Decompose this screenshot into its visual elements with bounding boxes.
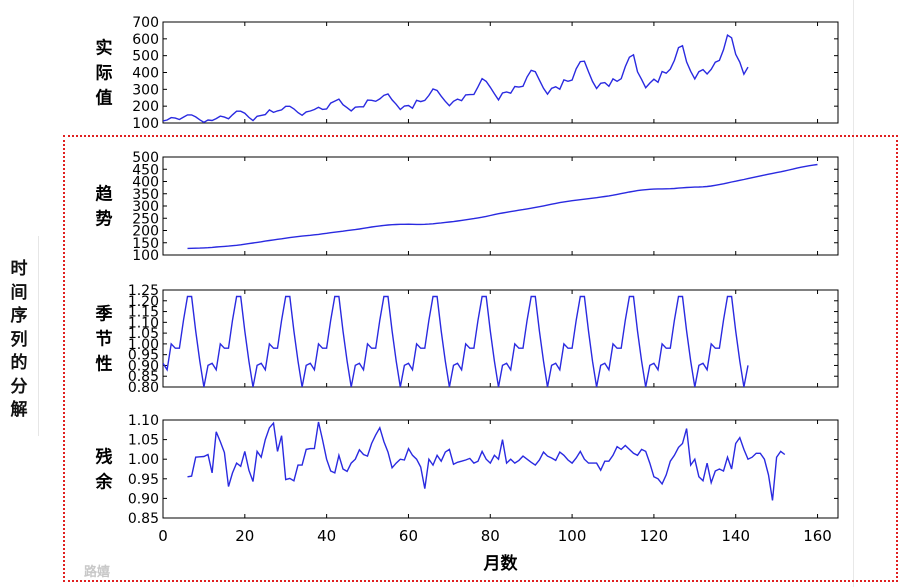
y-tick-label: 150 [132, 236, 159, 252]
y-tick-label: 600 [132, 32, 159, 48]
y-tick-label: 1.05 [128, 326, 159, 342]
x-tick-label: 20 [235, 527, 254, 545]
y-tick-label: 1.10 [128, 315, 159, 331]
y-tick-label: 250 [132, 211, 159, 227]
y-tick-label: 1.00 [128, 452, 159, 468]
panel-frame [162, 21, 839, 124]
panel-frame [162, 419, 839, 519]
panel-frame [162, 289, 839, 388]
y-tick-label: 0.85 [128, 511, 159, 527]
x-tick-label: 0 [158, 527, 168, 545]
x-tick-label: 120 [640, 527, 669, 545]
series-line-2 [163, 295, 749, 387]
y-tick-label: 200 [132, 99, 159, 115]
y-tick-label: 0.80 [128, 380, 159, 396]
y-tick-label: 1.00 [128, 337, 159, 353]
x-tick-label: 160 [803, 527, 832, 545]
decomposition-highlight-box [63, 135, 898, 582]
x-tick-label: 80 [481, 527, 500, 545]
x-axis-label: 月数 [483, 553, 519, 574]
y-tick-label: 1.10 [128, 413, 159, 429]
watermark: 路嬉 [84, 565, 111, 580]
y-tick-label: 0.95 [128, 348, 159, 364]
x-tick-label: 140 [721, 527, 750, 545]
y-tick-label: 500 [132, 49, 159, 65]
y-tick-label: 400 [132, 66, 159, 82]
series-line-1 [187, 163, 818, 250]
page-edge-line [853, 0, 854, 587]
y-tick-label: 450 [132, 162, 159, 178]
x-tick-label: 60 [399, 527, 418, 545]
y-tick-label: 1.25 [128, 283, 159, 299]
series-line-3 [187, 421, 786, 501]
panel-3: 0.85 0.90 0.95 1.00 1.05 1.10 残余 [95, 413, 839, 527]
x-tick-label: 40 [317, 527, 336, 545]
x-tick-label: 100 [558, 527, 587, 545]
y-axis-label: 季节性 [96, 304, 113, 375]
y-tick-label: 100 [132, 248, 159, 264]
y-tick-label: 1.15 [128, 305, 159, 321]
y-axis-label: 实际值 [96, 38, 113, 109]
y-tick-label: 0.95 [128, 472, 159, 488]
y-axis-label: 趋势 [96, 184, 114, 230]
series-line-0 [163, 33, 749, 123]
y-tick-label: 0.85 [128, 369, 159, 385]
y-tick-label: 500 [132, 150, 159, 166]
y-tick-label: 300 [132, 199, 159, 215]
y-tick-label: 200 [132, 224, 159, 240]
panel-2: 0.800.850.900.951.001.051.101.151.201.25… [96, 283, 839, 396]
side-label: 时间序列的分解 [10, 259, 28, 420]
y-tick-label: 300 [132, 82, 159, 98]
y-tick-label: 100 [132, 116, 159, 132]
side-label-panel [0, 236, 39, 436]
y-axis-label: 残余 [95, 447, 114, 493]
y-tick-label: 1.05 [128, 433, 159, 449]
y-tick-label: 400 [132, 175, 159, 191]
y-tick-label: 700 [132, 15, 159, 31]
y-tick-label: 1.20 [128, 294, 159, 310]
y-tick-label: 350 [132, 187, 159, 203]
y-tick-label: 0.90 [128, 491, 159, 507]
panel-frame [162, 156, 839, 256]
y-tick-label: 0.90 [128, 358, 159, 374]
